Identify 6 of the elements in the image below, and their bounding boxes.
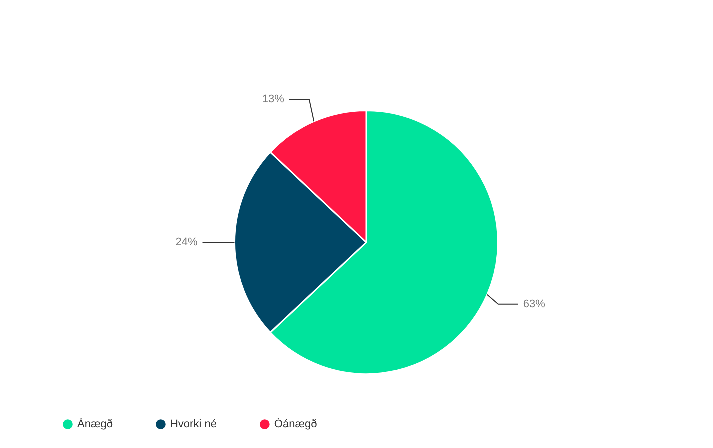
data-label: 63% <box>523 298 546 310</box>
data-label: 24% <box>176 236 198 249</box>
data-label: 13% <box>262 94 285 106</box>
legend-label: Hvorki né <box>170 418 217 431</box>
legend-label: Ánægð <box>78 418 113 431</box>
legend-label: Óánægð <box>274 418 318 431</box>
